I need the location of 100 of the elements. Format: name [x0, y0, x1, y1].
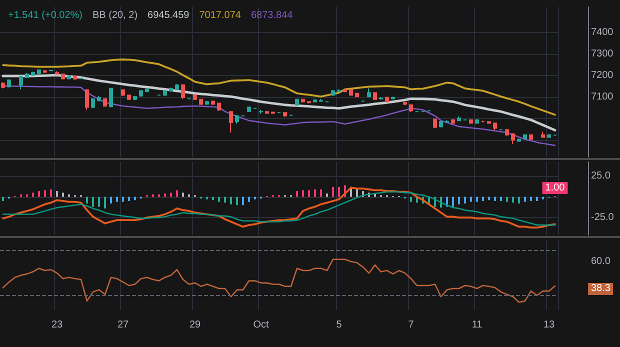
candlestick — [511, 132, 515, 144]
candlestick — [127, 94, 131, 100]
candlestick — [373, 92, 377, 100]
text: 38.3 — [588, 283, 614, 295]
bar — [188, 194, 190, 197]
bar — [464, 196, 466, 204]
candlestick — [19, 75, 23, 90]
candlestick — [445, 120, 449, 124]
candlestick — [301, 98, 305, 103]
x-tick-label: 29 — [189, 320, 201, 330]
bar — [314, 189, 316, 197]
bar — [224, 196, 226, 203]
bar — [410, 196, 412, 202]
bar — [44, 190, 46, 197]
bar — [308, 190, 310, 197]
candlestick — [343, 88, 347, 93]
candlestick — [541, 131, 545, 138]
y-tick-label: 7300 — [591, 48, 614, 60]
bar — [296, 191, 298, 197]
candlestick — [517, 138, 521, 142]
bar — [494, 196, 496, 201]
candlestick — [25, 72, 29, 79]
candlestick — [199, 98, 203, 106]
candlestick — [385, 96, 389, 103]
x-tick-label: Oct — [253, 320, 269, 330]
candlestick — [313, 98, 317, 103]
bar — [38, 191, 40, 197]
candlestick — [211, 100, 215, 106]
bar — [254, 196, 256, 200]
bar — [500, 196, 502, 201]
candlestick — [493, 122, 497, 131]
bar — [32, 192, 34, 197]
candlestick — [67, 74, 71, 80]
bar — [230, 196, 232, 204]
candlestick — [487, 120, 491, 124]
candlestick — [505, 128, 509, 136]
candlestick — [547, 134, 551, 138]
candlestick — [283, 112, 287, 118]
bar — [518, 196, 520, 204]
bar — [524, 196, 526, 202]
candlestick — [163, 90, 167, 96]
bar — [182, 192, 184, 197]
candlestick — [217, 102, 221, 112]
bar — [98, 196, 100, 207]
candlestick — [145, 88, 149, 93]
bar — [458, 196, 460, 204]
annotation: +1.541 (+0.02%) — [8, 10, 82, 21]
candlestick — [457, 116, 461, 122]
annotation: 6873.844 — [250, 10, 293, 21]
line-series — [2, 85, 556, 146]
candlestick — [85, 88, 89, 110]
bar — [482, 196, 484, 201]
candlestick — [235, 114, 239, 124]
text: 60.0 — [590, 256, 612, 268]
annotation: 6945.459 — [148, 10, 190, 21]
bar — [50, 189, 52, 197]
candlestick — [61, 73, 65, 80]
candlestick — [331, 90, 335, 96]
bar — [68, 194, 70, 197]
candlestick — [55, 70, 59, 76]
candlestick — [97, 95, 101, 102]
bar — [338, 186, 340, 197]
bar — [176, 190, 178, 197]
candlestick — [43, 70, 47, 74]
bar — [242, 196, 244, 206]
x-tick-label: 23 — [51, 320, 63, 330]
candlestick — [1, 82, 5, 89]
candlestick — [409, 104, 413, 112]
candlestick — [391, 96, 395, 100]
bar — [62, 192, 64, 197]
x-tick-label: 7 — [408, 320, 414, 330]
bar — [206, 196, 208, 200]
candlestick — [7, 78, 11, 88]
y-tick-label: 25.0 — [591, 170, 611, 182]
candlestick — [379, 96, 383, 100]
candlestick — [205, 100, 209, 106]
candlestick — [139, 90, 143, 98]
candlestick — [73, 75, 77, 80]
x-tick-label: 5 — [336, 320, 342, 330]
bar — [476, 196, 478, 202]
candlestick — [439, 120, 443, 128]
candlestick — [367, 88, 371, 98]
bar — [236, 196, 238, 206]
y-tick-label: 7200 — [591, 70, 614, 82]
candlestick — [181, 84, 185, 100]
bar — [104, 196, 106, 208]
bar — [128, 196, 130, 201]
bar — [122, 196, 124, 202]
y-tick-label: 7100 — [591, 92, 614, 102]
candlestick — [307, 100, 311, 104]
bar — [302, 190, 304, 197]
bar — [92, 196, 94, 207]
bar — [248, 196, 250, 202]
candlestick — [295, 98, 299, 106]
candlestick — [31, 71, 35, 76]
candlestick — [433, 118, 437, 129]
bar — [158, 194, 160, 197]
bar — [530, 196, 532, 201]
candlestick — [37, 68, 41, 75]
annotation: BB (20, 2) — [92, 10, 138, 21]
